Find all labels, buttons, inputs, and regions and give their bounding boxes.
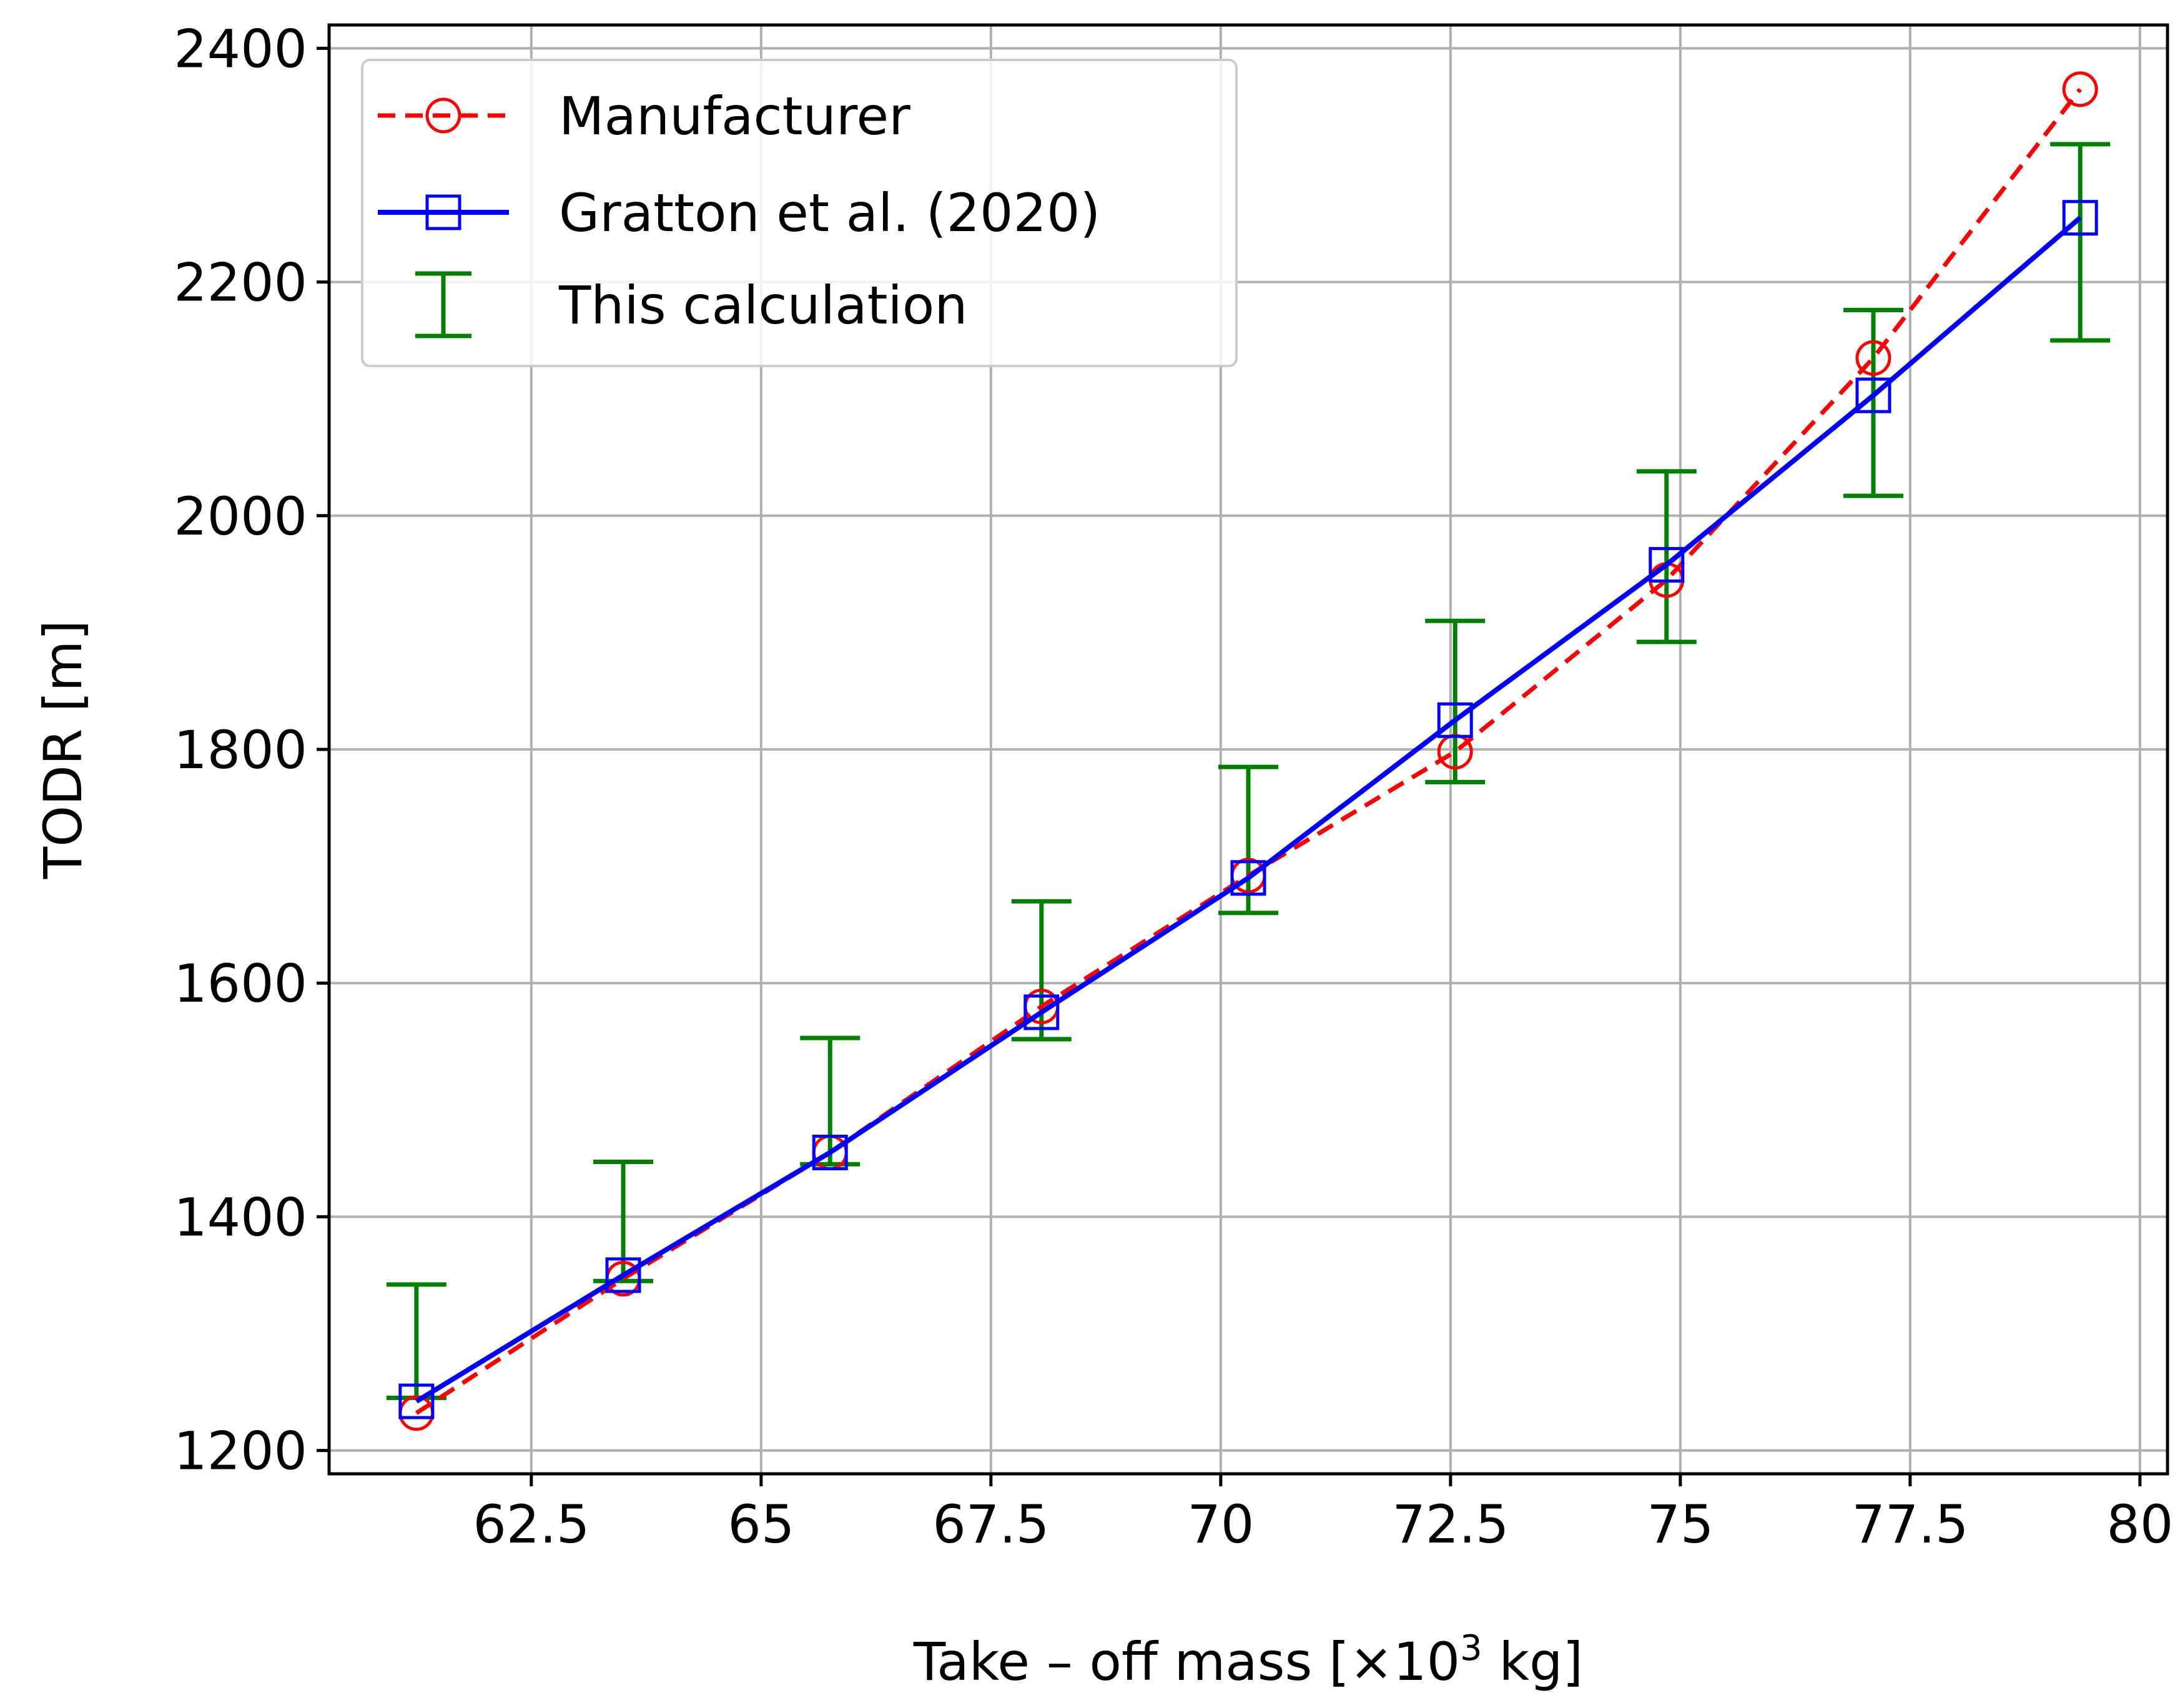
x-axis-label-main: Take – off mass [×10 [913, 1631, 1460, 1692]
x-tick-label: 77.5 [1852, 1494, 1968, 1555]
x-tick-label: 67.5 [932, 1494, 1049, 1555]
x-tick-label: 75 [1647, 1494, 1714, 1555]
y-tick-label: 2200 [174, 252, 307, 313]
marker-gratton [398, 1383, 435, 1419]
marker-gratton [1230, 860, 1266, 896]
series-line-gratton [415, 215, 2082, 1404]
marker-gratton [1023, 994, 1060, 1030]
marker-gratton [1649, 546, 1685, 583]
y-tick-label: 1800 [174, 719, 307, 781]
x-tick-label: 65 [727, 1494, 794, 1555]
x-tick-label: 70 [1187, 1494, 1254, 1555]
legend-marks [378, 97, 509, 338]
legend-label-manufacturer: Manufacturer [559, 86, 910, 147]
marker-gratton [2062, 200, 2098, 236]
marker-gratton [812, 1134, 848, 1170]
legend-marker-manufacturer [425, 97, 461, 134]
y-tick-label: 1400 [174, 1187, 307, 1248]
legend-label-gratton: Gratton et al. (2020) [559, 182, 1100, 244]
line-series [398, 71, 2098, 1431]
marker-gratton [605, 1257, 641, 1293]
y-tick-label: 2400 [174, 18, 307, 79]
y-axis-label: TODR [m] [32, 620, 94, 880]
y-tick-label: 1600 [174, 953, 307, 1014]
x-axis-label-suffix: kg] [1482, 1631, 1583, 1692]
x-tick-label: 80 [2106, 1494, 2173, 1555]
marker-manufacturer [1855, 340, 1891, 376]
y-tick-label: 1200 [174, 1421, 307, 1482]
axis-ticks: 62.5 65 67.5 70 72.5 75 77.5 80 1200 1400 1600 1800… [174, 18, 2173, 1555]
legend-marker-gratton [425, 194, 461, 230]
legend: Manufacturer Gratton et al. (2020) This … [361, 59, 1238, 367]
x-axis-label: Take – off mass [×103 kg] [913, 1628, 1583, 1693]
marker-gratton [1437, 702, 1473, 738]
legend-box [361, 59, 1238, 367]
errorbar-series-this-calculation [386, 142, 2111, 1400]
legend-label-this-calculation: This calculation [558, 275, 968, 336]
marker-gratton [1855, 377, 1891, 413]
x-tick-label: 62.5 [473, 1494, 589, 1555]
marker-manufacturer [2062, 71, 2098, 107]
x-tick-label: 72.5 [1392, 1494, 1509, 1555]
y-tick-label: 2000 [174, 486, 307, 547]
x-axis-label-superscript: 3 [1460, 1628, 1482, 1669]
